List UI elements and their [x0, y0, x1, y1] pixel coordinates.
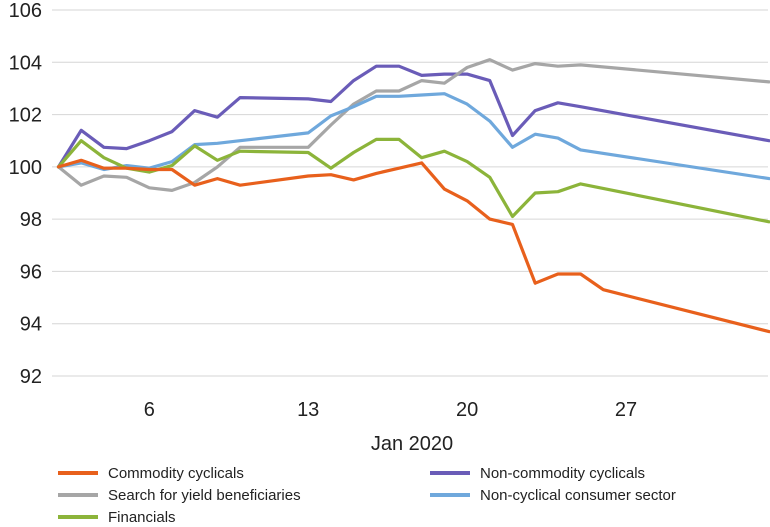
- x-tick-label: 6: [144, 399, 155, 421]
- x-axis-label: Jan 2020: [371, 433, 453, 455]
- legend-label-financials: Financials: [108, 509, 176, 526]
- x-tick-label: 13: [297, 399, 319, 421]
- y-axis-tick-labels: 92 94 96 98 100 102 104 106: [9, 0, 42, 388]
- y-tick-label: 100: [9, 157, 42, 179]
- series-line-non-commodity-cyclicals: [56, 64, 770, 169]
- y-tick-label: 104: [9, 52, 42, 74]
- legend: Commodity cyclicals Non-commodity cyclica…: [58, 465, 676, 526]
- x-tick-label: 27: [615, 399, 637, 421]
- legend-label-non-commodity-cyclicals: Non-commodity cyclicals: [480, 465, 645, 482]
- y-tick-label: 92: [20, 366, 42, 388]
- series-line-search-for-yield-beneficiaries: [56, 58, 770, 192]
- y-tick-label: 98: [20, 209, 42, 231]
- series-line-commodity-cyclicals: [56, 158, 770, 334]
- series-lines: [56, 58, 770, 334]
- y-tick-label: 102: [9, 105, 42, 127]
- series-line-non-cyclical-consumer-sector: [56, 92, 770, 181]
- x-tick-label: 20: [456, 399, 478, 421]
- legend-label-non-cyclical-consumer-sector: Non-cyclical consumer sector: [480, 487, 676, 504]
- x-axis-tick-labels: 6 13 20 27: [144, 399, 637, 421]
- legend-label-search-for-yield-beneficiaries: Search for yield beneficiaries: [108, 487, 301, 504]
- gridlines: [52, 9, 768, 377]
- y-tick-label: 106: [9, 0, 42, 22]
- legend-label-commodity-cyclicals: Commodity cyclicals: [108, 465, 244, 482]
- y-tick-label: 94: [20, 314, 42, 336]
- series-line-financials: [56, 137, 770, 224]
- y-tick-label: 96: [20, 261, 42, 283]
